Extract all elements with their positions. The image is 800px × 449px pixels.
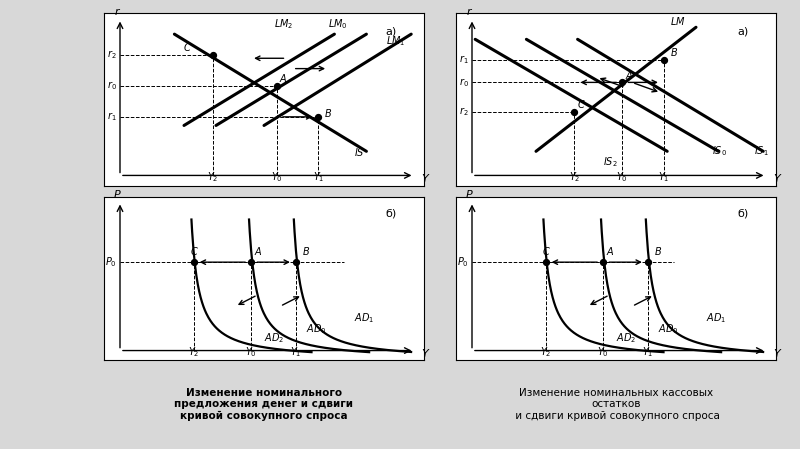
Text: $Y_1$: $Y_1$ [642, 345, 654, 359]
Text: $AD_0$: $AD_0$ [306, 322, 326, 336]
Text: б): б) [386, 208, 397, 218]
Text: $r_2$: $r_2$ [107, 48, 117, 61]
Text: $LM$: $LM$ [670, 15, 686, 27]
Text: A: A [254, 247, 261, 257]
Point [206, 51, 219, 58]
Text: $AD_0$: $AD_0$ [658, 322, 678, 336]
Text: P: P [114, 190, 120, 200]
Text: B: B [670, 48, 677, 58]
Text: $Y_1$: $Y_1$ [658, 170, 670, 184]
Text: $AD_2$: $AD_2$ [616, 331, 636, 344]
Text: $Y_0$: $Y_0$ [271, 170, 282, 184]
Text: $r_0$: $r_0$ [459, 76, 469, 89]
Text: B: B [325, 109, 331, 119]
Text: Y: Y [421, 349, 427, 359]
Text: Изменение номинального
предложения денег и сдвиги
кривой совокупного спроса: Изменение номинального предложения денег… [174, 387, 354, 421]
Point [616, 79, 629, 86]
Text: $r_0$: $r_0$ [107, 79, 117, 92]
Text: $Y_2$: $Y_2$ [569, 170, 580, 184]
Text: $LM_1$: $LM_1$ [386, 34, 405, 48]
Text: $P_0$: $P_0$ [105, 255, 117, 269]
Text: r: r [114, 7, 119, 17]
Text: $IS_0$: $IS_0$ [712, 145, 727, 158]
Text: B: B [654, 247, 661, 257]
Text: $Y_1$: $Y_1$ [313, 170, 324, 184]
Text: $Y_2$: $Y_2$ [540, 345, 551, 359]
Text: C: C [190, 247, 197, 257]
Text: $Y_0$: $Y_0$ [246, 345, 257, 359]
Text: б): б) [738, 208, 749, 218]
Text: $Y_0$: $Y_0$ [598, 345, 609, 359]
Text: r: r [466, 7, 471, 17]
Text: $AD_1$: $AD_1$ [354, 311, 374, 325]
Text: A: A [280, 74, 286, 84]
Point [312, 113, 325, 120]
Text: $IS_1$: $IS_1$ [754, 145, 768, 158]
Text: $r_1$: $r_1$ [107, 110, 117, 123]
Text: $Y_1$: $Y_1$ [290, 345, 302, 359]
Text: A: A [626, 70, 632, 81]
Text: $P_0$: $P_0$ [457, 255, 469, 269]
Point [187, 259, 200, 266]
Text: $IS_2$: $IS_2$ [603, 155, 618, 168]
Text: $Y_2$: $Y_2$ [188, 345, 199, 359]
Text: Y: Y [421, 174, 427, 184]
Text: A: A [606, 247, 613, 257]
Text: $IS$: $IS$ [354, 146, 364, 158]
Text: $AD_1$: $AD_1$ [706, 311, 726, 325]
Text: а): а) [386, 26, 397, 36]
Text: $r_1$: $r_1$ [459, 53, 469, 66]
Text: а): а) [738, 26, 749, 36]
Text: B: B [302, 247, 309, 257]
Point [597, 259, 610, 266]
Text: C: C [578, 100, 584, 110]
Text: P: P [466, 190, 472, 200]
Text: $LM_0$: $LM_0$ [328, 17, 347, 31]
Text: Y: Y [773, 174, 779, 184]
Point [539, 259, 552, 266]
Text: C: C [542, 247, 549, 257]
Text: C: C [184, 43, 190, 53]
Point [642, 259, 654, 266]
Point [290, 259, 302, 266]
Text: $Y_2$: $Y_2$ [207, 170, 218, 184]
Text: $LM_2$: $LM_2$ [274, 17, 293, 31]
Text: $Y_0$: $Y_0$ [617, 170, 628, 184]
Point [270, 82, 283, 89]
Text: $AD_2$: $AD_2$ [264, 331, 284, 344]
Text: $r_2$: $r_2$ [459, 105, 469, 118]
Point [658, 57, 670, 64]
Point [245, 259, 258, 266]
Text: Изменение номинальных кассовых
остатков
 и сдвиги кривой совокупного спроса: Изменение номинальных кассовых остатков … [512, 387, 720, 421]
Point [568, 108, 581, 115]
Text: Y: Y [773, 349, 779, 359]
